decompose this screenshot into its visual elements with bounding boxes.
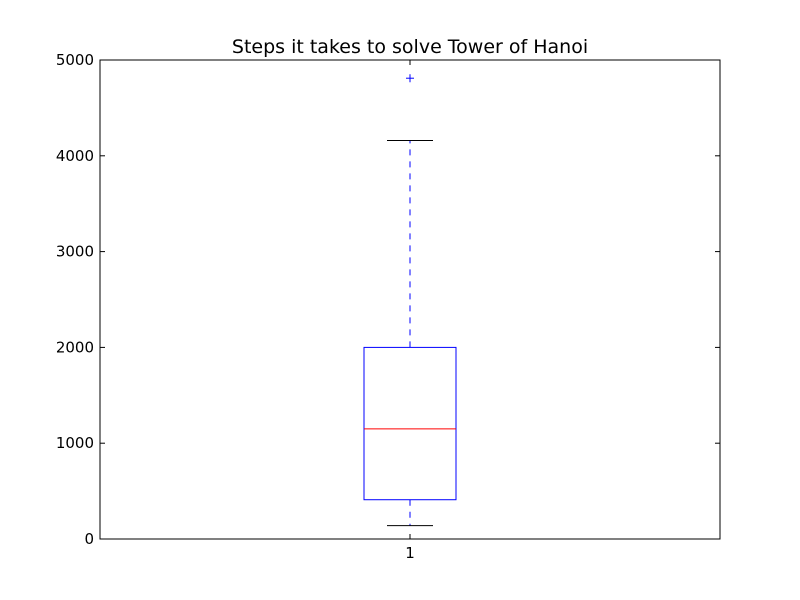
box-iqr (363, 346, 457, 501)
y-tick-label-2: 2000 (56, 338, 94, 356)
y-tick-label-3: 3000 (56, 243, 94, 261)
outlier-point-0 (406, 74, 414, 83)
y-tick-label-0: 0 (84, 530, 94, 548)
plot-area: 0 1000 2000 3000 4000 5000 1 (56, 51, 721, 562)
y-tick-label-5: 5000 (56, 51, 94, 69)
x-tick-label-0: 1 (405, 544, 415, 562)
chart-title: Steps it takes to solve Tower of Hanoi (232, 36, 588, 58)
axes-frame (99, 59, 721, 540)
y-tick-label-1: 1000 (56, 434, 94, 452)
y-tick-label-4: 4000 (56, 147, 94, 165)
